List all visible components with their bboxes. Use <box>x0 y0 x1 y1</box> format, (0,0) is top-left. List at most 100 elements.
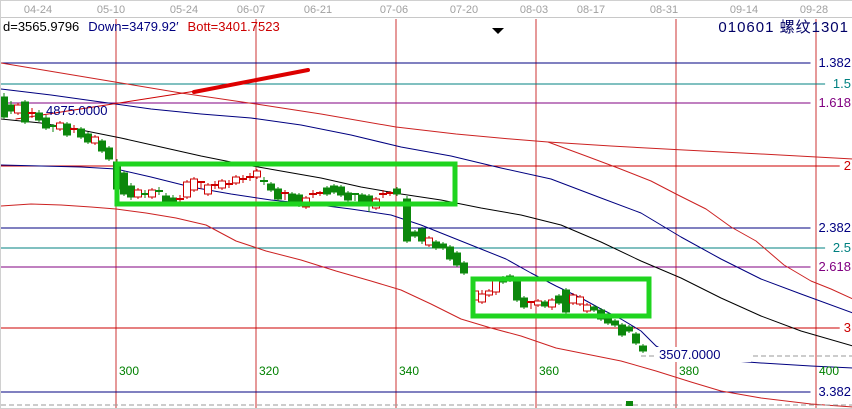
fib-label-1.5: 1.5 <box>833 76 851 91</box>
date-tick-label: 07-06 <box>380 4 408 16</box>
candle <box>351 193 359 201</box>
candle-body <box>21 101 29 123</box>
candle <box>77 127 85 139</box>
candle-body <box>492 280 500 293</box>
candle-body <box>569 294 577 304</box>
candle-body <box>183 181 191 198</box>
candle <box>453 251 461 267</box>
candle <box>84 132 92 144</box>
candle-body <box>127 185 135 198</box>
candle-body <box>218 180 226 189</box>
candle <box>316 191 324 196</box>
annotation-boxes <box>114 161 652 319</box>
ma-navy-slow <box>1 88 852 314</box>
candle-body <box>446 246 454 260</box>
candle-body <box>548 299 556 308</box>
bar-number-label: 360 <box>539 364 559 378</box>
candle <box>330 184 338 194</box>
candle <box>141 190 149 198</box>
candle <box>527 301 535 309</box>
candle <box>155 187 163 195</box>
date-tick-label: 09-14 <box>730 4 758 16</box>
bar-number-label: 300 <box>119 364 139 378</box>
candle-body <box>98 140 106 152</box>
candle <box>411 230 419 238</box>
candle-body <box>77 128 85 138</box>
candle <box>183 180 191 199</box>
overlay-curves <box>1 62 852 408</box>
candle-body <box>611 320 619 326</box>
candle-body <box>583 304 591 312</box>
bar-number-label: 400 <box>819 364 839 378</box>
date-tick-label: 07-20 <box>450 4 478 16</box>
candle <box>211 181 219 189</box>
candle <box>14 103 22 115</box>
candle-body <box>590 306 598 311</box>
candle-body <box>337 186 345 196</box>
candle-body <box>84 133 92 143</box>
date-tick-label: 08-31 <box>650 4 678 16</box>
candle <box>337 185 345 197</box>
date-tick-label: 05-24 <box>170 4 198 16</box>
date-tick-label: 06-07 <box>237 4 265 16</box>
candle-body <box>393 188 401 195</box>
candle-body <box>562 289 570 313</box>
candle <box>569 293 577 305</box>
bar-number-label: 380 <box>679 364 699 378</box>
candle-body <box>323 187 331 195</box>
ma-black <box>1 118 852 347</box>
candle-body <box>513 279 521 301</box>
fib-label-2.5: 2.5 <box>833 240 851 255</box>
trendline-thick <box>192 68 310 94</box>
candle <box>120 171 128 196</box>
candle-body <box>418 228 426 242</box>
candle-body <box>344 192 352 201</box>
candle <box>63 122 71 137</box>
candle <box>393 187 401 196</box>
candle <box>485 289 493 297</box>
candle <box>439 242 447 250</box>
candle-body <box>632 333 640 344</box>
candle <box>225 180 233 188</box>
candle <box>190 177 198 192</box>
candle <box>309 190 317 198</box>
candle <box>418 227 426 244</box>
candle <box>513 278 521 302</box>
date-tick-label: 06-21 <box>304 4 332 16</box>
price-label-bg <box>655 347 751 362</box>
candle <box>91 135 99 145</box>
candle <box>148 188 156 199</box>
red-envelope-steep <box>547 141 852 300</box>
candle-body <box>432 241 440 249</box>
fib-label-1.618: 1.618 <box>818 95 851 110</box>
fib-label-3: 3 <box>844 320 851 335</box>
candle-body <box>403 198 411 242</box>
candle <box>218 179 226 190</box>
candle <box>232 175 240 185</box>
candle-body <box>232 176 240 184</box>
indicator-value-d: d=3565.9796 <box>3 19 80 34</box>
candle-body <box>330 185 338 193</box>
candle-body <box>576 296 584 305</box>
candle <box>425 236 433 247</box>
candle <box>541 300 549 308</box>
fib-label-2.618: 2.618 <box>818 259 851 274</box>
candle-body <box>618 324 626 336</box>
candle-body <box>120 172 128 195</box>
date-tick-label: 05-10 <box>97 4 125 16</box>
candle <box>618 323 626 337</box>
trendline-thin <box>15 90 197 120</box>
annotation-box <box>470 276 652 319</box>
down-triangle-marker <box>492 28 504 34</box>
candle <box>576 295 584 306</box>
contract-name: 螺纹1301 <box>779 19 849 36</box>
candle-body <box>288 193 296 202</box>
candle-body <box>478 293 486 303</box>
candle-body <box>274 188 282 200</box>
candle <box>625 325 633 333</box>
fib-label-2.382: 2.382 <box>818 220 851 235</box>
candle <box>56 121 64 131</box>
indicator-value-bott: Bott=3401.7523 <box>187 19 280 34</box>
